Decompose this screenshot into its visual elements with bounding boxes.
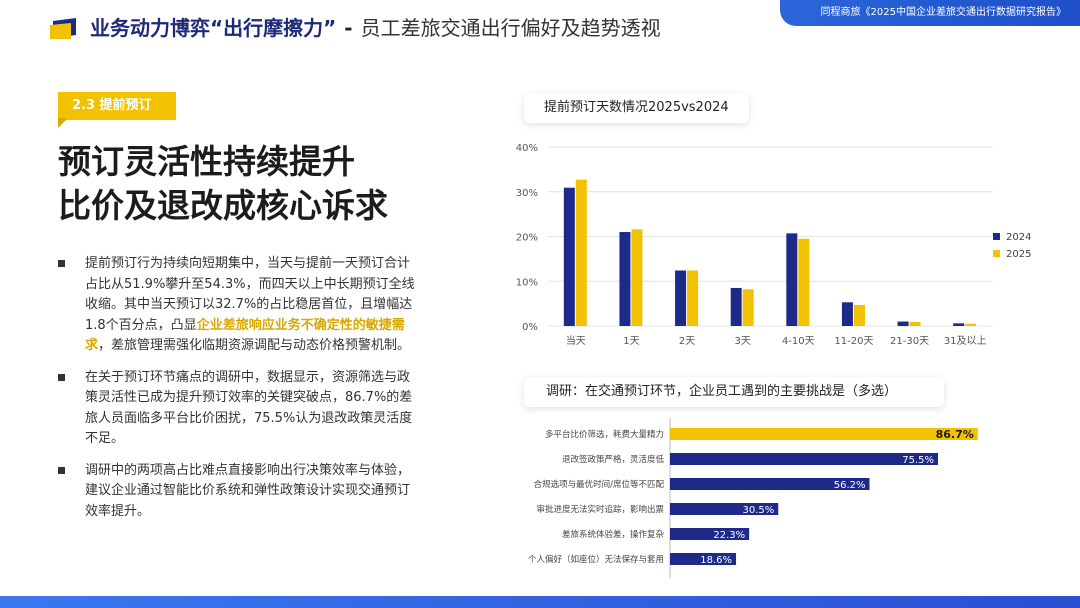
section-tag-corner (58, 118, 68, 128)
bullet-item: 在关于预订环节痛点的调研中，数据显示，资源筛选与政策灵活性已成为提升预订效率的关… (58, 368, 418, 450)
bar-2025 (575, 179, 587, 326)
legend-item-2025: 2025 (993, 246, 1031, 263)
y-tick-label: 30% (516, 188, 538, 199)
bullet-text: 提前预订行为持续向短期集中，当天与提前一天预订合计占比从51.9%攀升至54.3… (85, 256, 415, 333)
advance-booking-bar-chart: 0% 10% 20% 30% 40% 当天 1天 2天 3天 4-10天 11-20天 21-30天 3… (516, 143, 993, 347)
legend-label-2025: 2025 (1006, 249, 1032, 260)
y-tick-label: 10% (516, 277, 538, 288)
booking-challenges-bar-chart: 多平台比价筛选，耗费大量精力 86.7% 退改签政策严格，灵活度低 75.5% 合规选项… (528, 418, 978, 578)
challenge-bar (670, 428, 978, 440)
header-bar: 业务动力博弈“出行摩擦力” - 员工差旅交通出行偏好及趋势透视 同程商旅《2025中… (0, 0, 1080, 50)
bullet-item: 提前预订行为持续向短期集中，当天与提前一天预订合计占比从51.9%攀升至54.3… (58, 254, 418, 357)
category-label: 差旅系统体验差，操作复杂 (562, 529, 665, 540)
y-tick-label: 20% (516, 233, 538, 244)
bar-2025 (965, 323, 977, 326)
bar-2024 (841, 302, 853, 326)
bar-2024 (953, 323, 965, 326)
category-label: 多平台比价筛选，耗费大量精力 (545, 429, 664, 440)
challenge-bar (670, 478, 870, 490)
x-tick-label: 31及以上 (944, 335, 987, 347)
bullet-text: 在关于预订环节痛点的调研中，数据显示，资源筛选与政策灵活性已成为提升预订效率的关… (85, 369, 413, 447)
category-label: 个人偏好（如座位）无法保存与套用 (528, 554, 664, 565)
data-label: 18.6% (700, 555, 732, 566)
bullet-text: 调研中的两项高占比难点直接影响出行决策效率与体验，建议企业通过智能比价系统和弹性… (85, 462, 411, 519)
bar-2024 (675, 270, 687, 326)
bullet-square-icon (58, 260, 65, 267)
bar-2024 (730, 287, 742, 326)
title-sub: 员工差旅交通出行偏好及趋势透视 (360, 16, 661, 40)
bar-2024 (619, 232, 631, 326)
x-tick-label: 11-20天 (834, 336, 873, 347)
bullet-text-end: ，差旅管理需强化临期资源调配与动态价格预警机制。 (98, 338, 411, 353)
bar-2025 (798, 238, 810, 326)
bullet-square-icon (58, 466, 65, 474)
chart-legend: 2024 2025 (993, 229, 1031, 263)
data-label: 30.5% (742, 505, 774, 516)
bar-2024 (897, 321, 909, 326)
bar-2025 (742, 289, 754, 326)
bar-2024 (786, 233, 798, 326)
data-label: 86.7% (936, 428, 974, 441)
legend-swatch-2024 (993, 233, 1000, 240)
page-title: 业务动力博弈“出行摩擦力” - 员工差旅交通出行偏好及趋势透视 (90, 15, 661, 41)
data-label: 56.2% (834, 480, 866, 491)
category-label: 退改签政策严格，灵活度低 (562, 454, 665, 465)
survey-chart-title: 调研：在交通预订环节，企业员工遇到的主要挑战是（多选） (524, 377, 944, 407)
bullet-highlight: 企业差旅响应业务不确定性的敏捷需求 (85, 317, 405, 354)
source-tab: 同程商旅《2025中国企业差旅交通出行数据研究报告》 (780, 0, 1080, 26)
x-tick-label: 21-30天 (890, 336, 929, 347)
challenge-bar (670, 528, 750, 540)
legend-label-2024: 2024 (1006, 232, 1032, 243)
x-tick-label: 4-10天 (782, 336, 815, 347)
bullet-item: 调研中的两项高占比难点直接影响出行决策效率与体验，建议企业通过智能比价系统和弹性… (58, 461, 418, 523)
bar-2025 (631, 229, 643, 326)
challenge-bar (670, 503, 779, 515)
logo-icon (50, 18, 76, 39)
data-label: 75.5% (902, 455, 934, 466)
legend-item-2024: 2024 (993, 229, 1031, 246)
legend-swatch-2025 (993, 250, 1000, 257)
x-tick-label: 当天 (566, 334, 586, 347)
bullet-list: 提前预订行为持续向短期集中，当天与提前一天预订合计占比从51.9%攀升至54.3… (58, 254, 418, 533)
challenge-bar (670, 553, 737, 565)
y-tick-label: 0% (522, 322, 538, 333)
bar-2024 (563, 187, 575, 326)
bullet-square-icon (58, 373, 65, 381)
challenge-bar (670, 453, 939, 465)
title-main: 业务动力博弈“出行摩擦力” (90, 16, 337, 40)
category-label: 合规选项与最优时间/席位等不匹配 (534, 479, 665, 490)
headline: 预订灵活性持续提升 比价及退改成核心诉求 (58, 140, 388, 228)
headline-line-2: 比价及退改成核心诉求 (58, 186, 388, 225)
y-tick-label: 40% (516, 143, 538, 154)
headline-line-1: 预订灵活性持续提升 (58, 142, 355, 181)
x-tick-label: 3天 (735, 336, 751, 347)
x-tick-label: 1天 (623, 336, 639, 347)
bar-2025 (687, 270, 699, 326)
bar-chart-title: 提前预订天数情况2025vs2024 (524, 93, 749, 123)
section-tag: 2.3 提前预订 (58, 92, 176, 120)
footer-bar (0, 596, 1080, 608)
bar-2025 (909, 321, 921, 326)
category-label: 审批进度无法实时追踪，影响出票 (536, 504, 664, 515)
bar-2025 (853, 304, 865, 326)
title-separator: - (344, 16, 353, 40)
data-label: 22.3% (713, 530, 745, 541)
x-tick-label: 2天 (679, 336, 695, 347)
